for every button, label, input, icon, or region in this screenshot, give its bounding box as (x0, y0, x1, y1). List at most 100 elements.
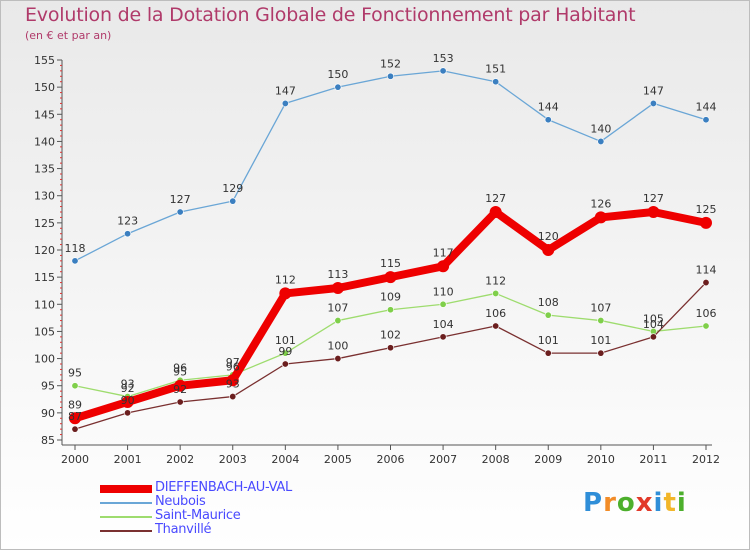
data-label: 117 (433, 246, 454, 259)
data-point-3 (439, 333, 447, 341)
logo-letter: t (663, 488, 677, 518)
data-point-3 (386, 344, 394, 352)
legend-swatch (100, 516, 152, 518)
data-point-0 (69, 412, 81, 425)
x-tick-label: 2006 (377, 453, 405, 466)
logo-letter: o (616, 488, 636, 518)
legend-swatch (100, 530, 152, 532)
data-point-3 (229, 393, 237, 401)
data-point-3 (702, 279, 710, 287)
data-point-1 (176, 208, 184, 216)
y-tick-label: 120 (34, 244, 55, 257)
y-tick-label: 90 (41, 407, 55, 420)
x-tick-label: 2003 (219, 453, 247, 466)
data-label: 89 (68, 398, 82, 411)
data-point-2 (439, 300, 447, 308)
data-label: 153 (433, 52, 454, 65)
data-point-2 (492, 289, 500, 297)
data-label: 95 (173, 366, 187, 379)
y-tick-label: 95 (41, 380, 55, 393)
data-label: 114 (696, 264, 717, 277)
data-label: 97 (226, 356, 240, 369)
x-tick-label: 2011 (639, 453, 667, 466)
data-label: 112 (275, 273, 296, 286)
y-tick-label: 100 (34, 353, 55, 366)
legend-item-saint-maurice: Saint-Maurice (100, 508, 400, 524)
data-point-0 (437, 260, 450, 273)
x-tick-label: 2004 (271, 453, 299, 466)
data-label: 96 (226, 360, 240, 373)
chart-title: Evolution de la Dotation Globale de Fonc… (25, 4, 636, 26)
data-label: 107 (327, 302, 348, 315)
proxiti-logo: Proxiti (583, 488, 687, 518)
legend-item-thanville: Thanvillé (100, 522, 400, 538)
data-point-3 (492, 322, 500, 330)
data-point-0 (121, 396, 134, 408)
data-point-3 (649, 333, 657, 341)
data-label: 152 (380, 57, 401, 70)
legend-swatch (100, 485, 152, 493)
data-label: 96 (173, 361, 187, 374)
y-tick-label: 145 (34, 108, 55, 121)
data-point-1 (71, 257, 79, 265)
data-label: 106 (696, 307, 717, 320)
y-tick-label: 85 (41, 434, 55, 447)
data-point-3 (544, 349, 552, 357)
data-label: 90 (121, 394, 135, 407)
data-point-2 (597, 317, 605, 325)
data-point-3 (334, 355, 342, 363)
data-label: 127 (170, 193, 191, 206)
legend-item-neubois: Neubois (100, 494, 400, 510)
data-point-0 (542, 244, 555, 256)
data-label: 106 (485, 307, 506, 320)
y-tick-label: 135 (34, 163, 55, 176)
y-tick-label: 105 (34, 325, 55, 338)
data-point-3 (281, 360, 289, 368)
data-label: 107 (590, 302, 611, 315)
data-point-1 (544, 116, 552, 124)
y-tick-label: 115 (34, 271, 55, 284)
legend-label: Thanvillé (155, 522, 212, 537)
data-point-0 (226, 374, 239, 387)
data-label: 100 (327, 340, 348, 353)
data-label: 113 (327, 268, 348, 281)
data-point-2 (334, 317, 342, 325)
data-label: 93 (226, 378, 240, 391)
data-label: 151 (485, 63, 506, 76)
x-tick-label: 2012 (692, 453, 720, 466)
data-point-3 (597, 349, 605, 357)
data-point-0 (489, 206, 502, 218)
data-label: 104 (433, 318, 454, 331)
x-tick-label: 2008 (482, 453, 510, 466)
chart-subtitle: (en € et par an) (25, 29, 112, 42)
data-point-1 (229, 197, 237, 205)
legend: DIEFFENBACH-AU-VAL Neubois Saint-Maurice… (100, 480, 400, 538)
data-label: 147 (275, 84, 296, 97)
x-tick-label: 2002 (166, 453, 194, 466)
data-point-0 (174, 379, 187, 392)
x-tick-label: 2010 (587, 453, 615, 466)
data-label: 99 (278, 345, 292, 358)
data-point-1 (492, 78, 500, 86)
data-label: 93 (121, 378, 135, 391)
data-label: 125 (696, 203, 717, 216)
data-point-1 (439, 67, 447, 75)
logo-letter: i (676, 488, 687, 518)
data-point-2 (702, 322, 710, 330)
data-point-0 (384, 271, 397, 284)
data-label: 120 (538, 230, 559, 243)
data-label: 147 (643, 84, 664, 97)
y-tick-label: 155 (34, 54, 55, 67)
data-point-1 (649, 99, 657, 107)
logo-letter: i (653, 488, 664, 518)
data-label: 101 (275, 334, 296, 347)
logo-letter: x (635, 488, 654, 518)
data-label: 87 (68, 410, 82, 423)
data-label: 129 (222, 182, 243, 195)
data-label: 95 (68, 367, 82, 380)
y-tick-label: 110 (34, 298, 55, 311)
y-tick-label: 125 (34, 217, 55, 230)
data-point-0 (594, 211, 607, 224)
